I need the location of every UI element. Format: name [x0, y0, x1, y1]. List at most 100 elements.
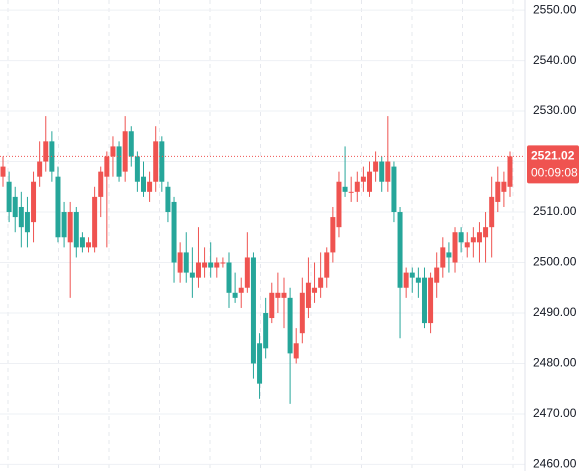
candle-body [397, 212, 403, 288]
candle-body [446, 252, 452, 258]
candle-body [305, 282, 311, 308]
candle-body [403, 272, 409, 288]
candle-body [489, 196, 495, 228]
last-price-label: 2521.02 [531, 149, 575, 163]
candle-body [55, 176, 61, 238]
plot [0, 116, 525, 404]
candle-body [195, 262, 201, 278]
candle-body [153, 141, 159, 182]
candle-body [92, 196, 98, 248]
candle-body [159, 141, 165, 182]
candle-body [336, 181, 342, 228]
candle-body [434, 267, 440, 283]
y-tick-label: 2470.00 [533, 406, 577, 420]
countdown-label: 00:09:08 [531, 166, 578, 180]
candle-body [43, 141, 49, 162]
candle-body [24, 212, 30, 233]
candle-body [31, 181, 37, 223]
candle-body [232, 292, 238, 298]
candle-body [458, 232, 464, 243]
candle-body [128, 131, 134, 157]
candle-body [220, 262, 226, 264]
price-axis: 2460.00 2470.00 2480.00 2490.00 2500.00 2510.… [524, 0, 579, 471]
candle-body [104, 156, 110, 177]
y-tick-label: 2530.00 [533, 103, 577, 117]
candle-body [373, 161, 379, 172]
candle-body [476, 232, 482, 243]
candle-body [507, 156, 513, 187]
candle-body [409, 272, 415, 278]
candle-body [177, 252, 183, 273]
candle-body [287, 297, 293, 354]
candle-body [171, 201, 177, 263]
candle-body [452, 232, 458, 263]
candle-body [226, 262, 232, 293]
candle-body [385, 161, 391, 182]
candle-body [269, 292, 275, 319]
candle-body [86, 242, 92, 248]
y-tick-label: 2550.00 [533, 2, 577, 16]
candle-body [470, 237, 476, 243]
candle-body [483, 227, 489, 238]
candle-body [501, 181, 507, 192]
candle-body [67, 212, 73, 243]
candle-body [464, 242, 470, 248]
candle-body [293, 343, 299, 359]
candle-body [244, 257, 250, 288]
candle-body [110, 146, 116, 157]
candle-body [214, 262, 220, 268]
candle-body [116, 146, 122, 177]
candle-body [275, 292, 281, 298]
candle-body [354, 181, 360, 192]
candle-body [202, 262, 208, 268]
y-tick-label: 2510.00 [533, 204, 577, 218]
y-tick-label: 2500.00 [533, 255, 577, 269]
candle-body [18, 206, 24, 228]
candle-body [415, 277, 421, 283]
candle-body [73, 212, 79, 248]
candle-body [37, 161, 43, 177]
candle-body [342, 186, 348, 192]
candle-body [134, 156, 140, 182]
candle-body [281, 292, 287, 298]
candle-body [189, 272, 195, 278]
candle-body [428, 277, 434, 324]
candle-body [391, 166, 397, 213]
candle-body [312, 287, 318, 293]
candle-body [324, 252, 330, 278]
candle-body [440, 247, 446, 268]
candle-body [61, 212, 67, 238]
candle-body [238, 287, 244, 293]
candle-body [421, 277, 427, 324]
y-tick-label: 2480.00 [533, 356, 577, 370]
candle-body [147, 181, 153, 192]
candle-body [257, 343, 263, 384]
y-tick-label: 2540.00 [533, 53, 577, 67]
candle-body [367, 171, 373, 192]
candle-body [330, 217, 336, 253]
candle-body [250, 257, 256, 364]
candle-body [299, 292, 305, 334]
candle-body [12, 196, 18, 218]
candle-body [79, 237, 85, 248]
candle-body [165, 186, 171, 213]
candle-body [140, 176, 146, 192]
candle-body [122, 131, 128, 172]
candle-body [495, 181, 501, 202]
candle-body [360, 176, 366, 182]
candle-body [6, 181, 12, 213]
candle-body [208, 262, 214, 268]
y-tick-label: 2490.00 [533, 305, 577, 319]
candle-body [183, 252, 189, 273]
candle-body [348, 191, 354, 193]
candle-body [263, 312, 269, 349]
candle-body [379, 161, 385, 182]
y-tick-label: 2460.00 [533, 457, 577, 471]
candle-body [98, 171, 104, 197]
grid [0, 0, 525, 471]
price-label-box [527, 145, 579, 184]
candle-body [0, 166, 6, 177]
candle-body [318, 277, 324, 288]
